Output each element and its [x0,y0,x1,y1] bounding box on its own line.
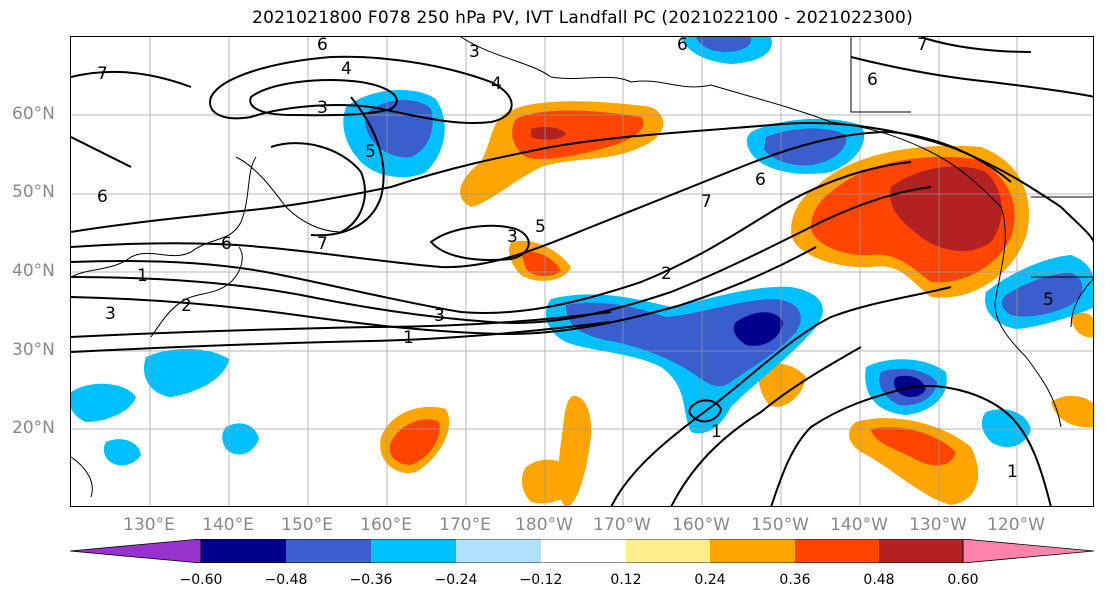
colorbar-segment [795,539,879,563]
contour-label: 7 [917,37,928,55]
positive-anomaly-region [531,126,566,140]
lat-label: 50°N [12,182,55,202]
colorbar-segment [286,539,371,563]
contour-label: 1 [711,422,722,442]
positive-anomaly-region [1071,312,1093,338]
colorbar-tick-label: 0.60 [947,572,979,588]
lon-label: 130°E [123,515,175,535]
contour-label: 3 [434,306,445,326]
negative-anomaly-region [1001,273,1083,317]
contour-label: 4 [341,59,352,79]
positive-anomaly-region [389,419,440,465]
colorbar-segment [962,539,1094,563]
contour-label: 3 [105,304,116,324]
contour-label: 1 [1007,462,1018,482]
map-panel: 6 4 3 7 4 5 6 7 6 3 5 6 7 1 3 2 3 1 3 2 … [70,36,1094,507]
colorbar-segment [541,539,626,563]
positive-anomaly-region [890,166,1002,252]
positive-anomaly-region [1051,395,1093,428]
colorbar-segment [710,539,795,563]
contour-label: 3 [317,98,328,118]
contour-label: 2 [661,264,672,284]
contour-label: 7 [701,192,712,212]
contour-label: 5 [365,142,376,162]
contour-label: 4 [491,74,502,94]
lat-label: 30°N [12,340,55,360]
negative-anomaly-region [222,423,259,455]
contour-label: 1 [137,266,148,286]
colorbar-tick-label: −0.24 [434,572,478,588]
contour-label: 6 [317,37,328,55]
colorbar-tick-label: −0.60 [179,572,223,588]
colorbar-segment [456,539,541,563]
colorbar-tick-label: −0.12 [519,572,563,588]
negative-anomaly-region [981,409,1031,448]
lon-label: 170°E [439,515,491,535]
contour-label: 6 [97,187,108,207]
contour-label: 1 [403,328,414,348]
contour-label: 6 [867,70,878,90]
negative-anomaly-region [733,312,783,346]
negative-anomaly-region [103,439,141,466]
negative-anomaly-region [764,128,847,166]
positive-anomaly-region [871,427,956,466]
gridlines [71,37,1093,506]
colorbar-tick-label: −0.36 [349,572,393,588]
contour-label: 6 [677,37,688,55]
colorbar-segment [626,539,710,563]
pv-contours [71,37,1093,506]
lon-label: 160°W [672,515,730,535]
lon-label: 160°E [360,515,412,535]
lon-label: 120°W [987,515,1045,535]
lon-label: 150°E [281,515,333,535]
lon-label: 130°W [909,515,967,535]
contour-label: 2 [181,296,192,316]
colorbar [70,539,1094,563]
colorbar-tick-label: 0.24 [694,572,726,588]
colorbar-tick-label: −0.48 [264,572,308,588]
colorbar-tick-label: 0.12 [610,572,642,588]
coastlines [71,37,1093,498]
contour-label: 6 [221,234,232,254]
colorbar-segment [201,539,286,563]
contour-label: 6 [755,170,766,190]
colorbar-tick-label: 0.36 [779,572,811,588]
lon-label: 150°W [751,515,809,535]
lat-label: 60°N [12,104,55,124]
negative-anomaly-region [71,383,136,422]
lon-label: 170°W [593,515,651,535]
lon-label: 180°W [515,515,573,535]
lat-label: 40°N [12,261,55,281]
contour-label: 5 [535,217,546,237]
positive-anomaly-region [758,363,806,407]
positive-anomaly-region [521,459,581,504]
lon-label: 140°E [202,515,254,535]
lon-label: 140°W [830,515,888,535]
contour-label: 3 [469,42,480,62]
negative-anomaly-region [143,348,229,397]
lat-label: 20°N [12,418,55,438]
negative-anomaly-region [696,37,752,52]
contour-label: 7 [317,234,328,254]
positive-anomaly-region [521,251,561,277]
colorbar-segment [70,539,202,563]
contour-label: 5 [1043,290,1054,310]
contour-label: 7 [97,64,108,84]
colorbar-segment [371,539,456,563]
colorbar-tick-label: 0.48 [863,572,895,588]
contour-label: 3 [507,227,518,247]
contour-label-group: 6 4 3 7 4 5 6 7 6 3 5 6 7 1 3 2 3 1 3 2 … [97,37,1054,482]
map-title: 2021021800 F078 250 hPa PV, IVT Landfall… [252,8,913,28]
colorbar-segment [879,539,963,563]
negative-anomaly-region [365,100,433,158]
